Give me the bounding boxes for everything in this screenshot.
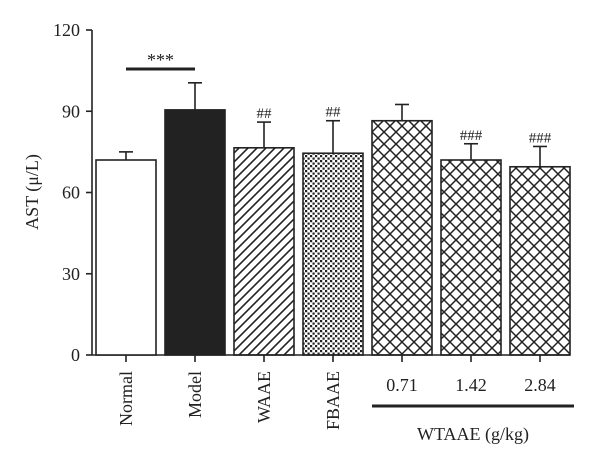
x-tick-label: 2.84 xyxy=(524,375,556,395)
bars: ## ##### ### xyxy=(95,82,571,356)
x-tick-label: 1.42 xyxy=(455,375,487,395)
y-tick-label: 90 xyxy=(62,101,80,121)
x-tick-label: Normal xyxy=(116,371,136,426)
bar xyxy=(440,159,502,356)
bar xyxy=(95,159,157,356)
bar xyxy=(233,147,295,356)
bar-annotation: ### xyxy=(529,130,552,146)
x-tick-label: WAAE xyxy=(254,371,274,423)
y-tick-label: 60 xyxy=(62,183,80,203)
bar xyxy=(509,165,571,356)
significance-label: *** xyxy=(147,50,174,70)
bar-annotation: ### xyxy=(460,128,483,144)
x-tick-label: 0.71 xyxy=(386,375,418,395)
bar xyxy=(164,109,226,356)
bar-annotation: ## xyxy=(326,105,342,121)
bar-annotation: ## xyxy=(257,106,273,122)
bar xyxy=(371,119,433,356)
x-tick-labels: Normal Model WAAE FBAAE 0.71 1.42 2.84 xyxy=(116,355,556,430)
x-tick-label: FBAAE xyxy=(323,371,343,430)
y-axis-title: AST (μ/L) xyxy=(22,154,43,230)
y-ticks: 0 30 60 90 120 xyxy=(53,20,92,365)
x-tick-label: Model xyxy=(185,371,205,418)
y-tick-label: 0 xyxy=(71,345,80,365)
bar xyxy=(302,152,364,356)
y-tick-label: 120 xyxy=(53,20,80,40)
group-label: WTAAE (g/kg) xyxy=(417,424,529,445)
y-tick-label: 30 xyxy=(62,264,80,284)
